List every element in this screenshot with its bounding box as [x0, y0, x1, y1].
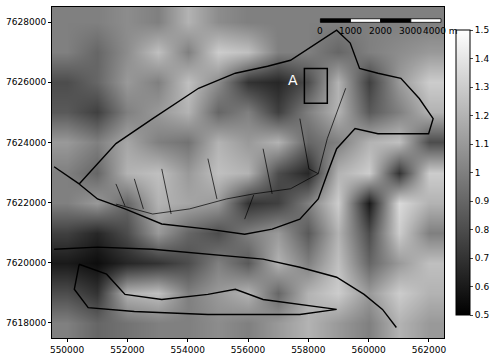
svg-text:550000: 550000	[50, 345, 85, 355]
svg-text:7628000: 7628000	[6, 17, 46, 27]
svg-text:4000 m: 4000 m	[423, 26, 458, 36]
svg-text:554000: 554000	[171, 345, 206, 355]
svg-text:560000: 560000	[351, 345, 386, 355]
svg-text:1: 1	[475, 168, 481, 178]
svg-text:7622000: 7622000	[6, 198, 46, 208]
svg-text:558000: 558000	[291, 345, 326, 355]
svg-text:7620000: 7620000	[6, 258, 46, 268]
svg-text:1000: 1000	[339, 26, 362, 36]
svg-text:1.3: 1.3	[475, 82, 489, 92]
svg-text:0: 0	[317, 26, 323, 36]
svg-text:7624000: 7624000	[6, 138, 46, 148]
svg-text:0.6: 0.6	[475, 282, 490, 292]
svg-text:7618000: 7618000	[6, 318, 46, 328]
svg-text:0.7: 0.7	[475, 253, 489, 263]
svg-text:3000: 3000	[399, 26, 422, 36]
svg-text:1.5: 1.5	[475, 25, 489, 35]
svg-text:556000: 556000	[231, 345, 266, 355]
svg-text:1.4: 1.4	[475, 54, 490, 64]
svg-text:552000: 552000	[110, 345, 145, 355]
svg-text:A: A	[288, 72, 298, 88]
svg-text:0.9: 0.9	[475, 196, 490, 206]
svg-text:7626000: 7626000	[6, 77, 46, 87]
svg-text:1.1: 1.1	[475, 139, 489, 149]
svg-text:562000: 562000	[412, 345, 447, 355]
svg-text:2000: 2000	[369, 26, 392, 36]
svg-text:0.5: 0.5	[475, 310, 489, 320]
svg-text:0.8: 0.8	[475, 225, 490, 235]
svg-text:1.2: 1.2	[475, 111, 489, 121]
